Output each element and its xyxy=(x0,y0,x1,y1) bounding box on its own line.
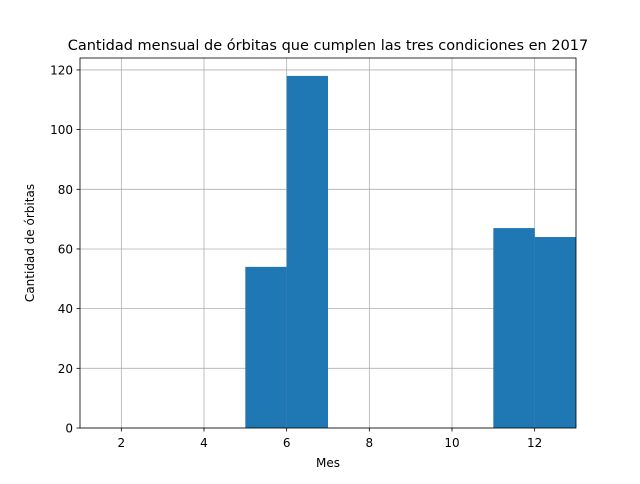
y-tick-label: 40 xyxy=(58,302,73,316)
y-tick-label: 0 xyxy=(65,422,73,436)
y-tick-label: 20 xyxy=(58,362,73,376)
histogram-bar xyxy=(534,237,576,428)
chart-title: Cantidad mensual de órbitas que cumplen … xyxy=(68,38,589,54)
x-tick-label: 6 xyxy=(283,436,291,450)
x-tick-label: 8 xyxy=(366,436,374,450)
histogram-bar xyxy=(286,75,328,428)
x-tick-label: 2 xyxy=(118,436,126,450)
y-tick-label: 80 xyxy=(58,183,73,197)
histogram-bar xyxy=(245,266,287,428)
y-ticks: 0 20 40 60 80 100 120 xyxy=(50,63,80,436)
bars xyxy=(245,75,576,428)
plot-area-frame xyxy=(79,57,577,429)
y-tick-label: 60 xyxy=(58,242,73,256)
x-tick-label: 10 xyxy=(444,436,459,450)
y-axis-label: Cantidad de órbitas xyxy=(23,184,37,302)
x-ticks: 2 4 6 8 10 12 xyxy=(118,428,542,450)
x-axis-label: Mes xyxy=(316,456,340,470)
y-tick-label: 100 xyxy=(50,123,73,137)
y-tick-label: 120 xyxy=(50,63,73,77)
x-tick-label: 4 xyxy=(200,436,208,450)
x-tick-label: 12 xyxy=(527,436,542,450)
histogram-bar xyxy=(493,228,535,428)
